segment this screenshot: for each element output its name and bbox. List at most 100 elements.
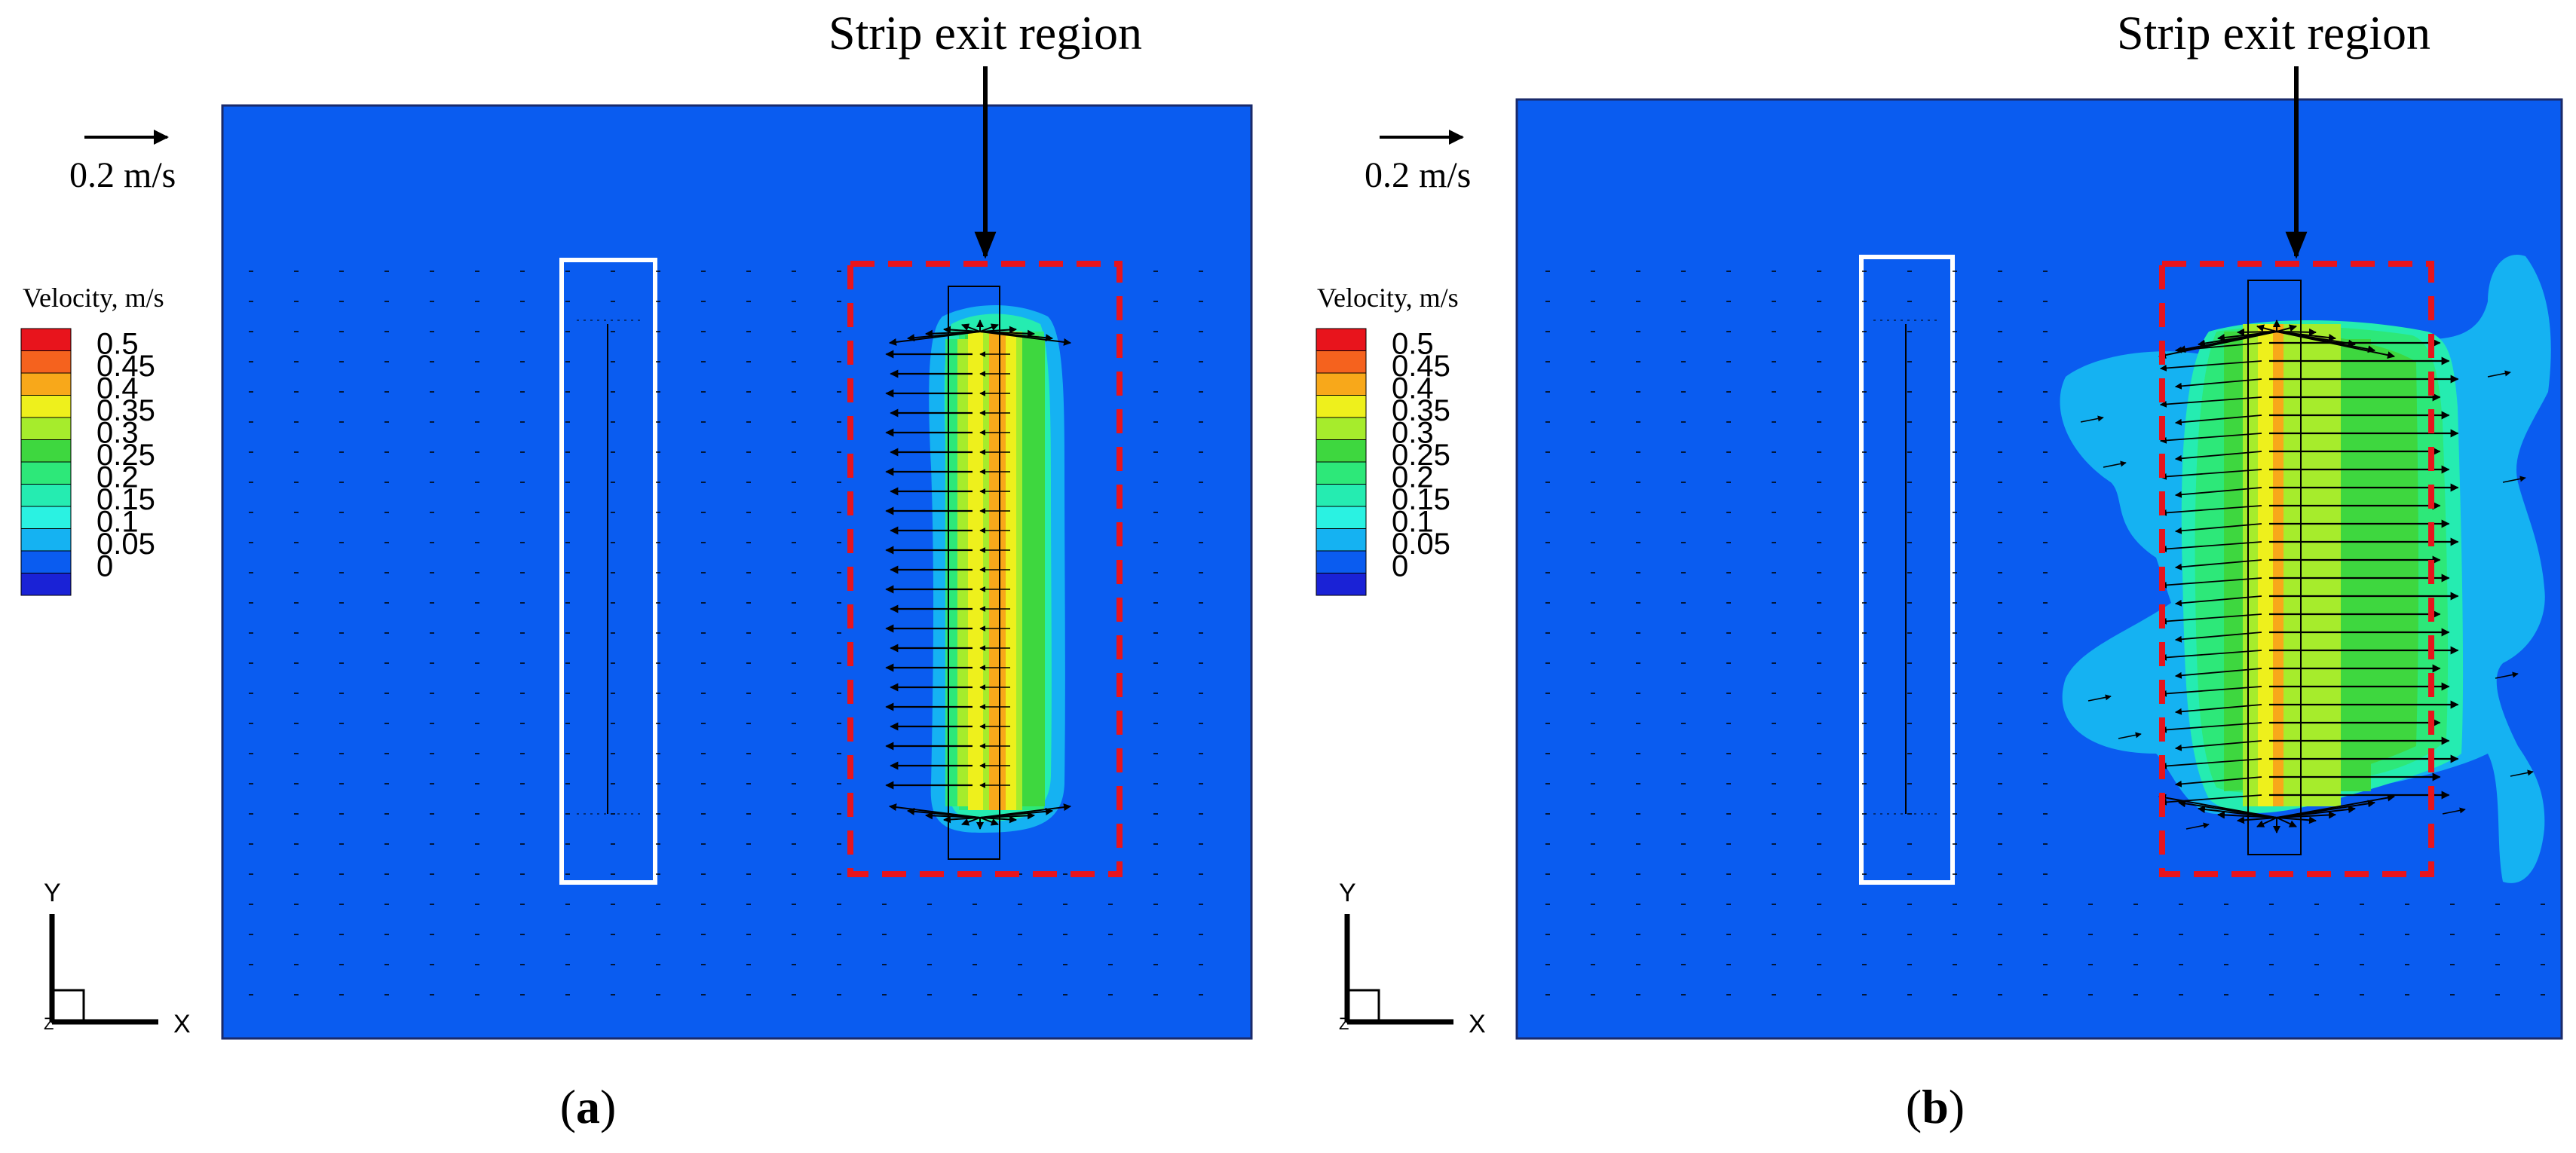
panel-a-legend-level-label: 0.35	[96, 394, 155, 427]
panel-b-legend-swatch	[1316, 484, 1367, 507]
panel-b-velocity-vector	[2174, 378, 2262, 390]
panel-a-legend-swatch	[20, 573, 72, 596]
panel-b-velocity-vector	[2174, 342, 2262, 353]
panel-b-legend-swatch	[1316, 528, 1367, 552]
panel-a-velocity-vector	[979, 323, 999, 332]
panel-b-legend-level-label: 0.35	[1392, 394, 1450, 427]
panel-b-legend-swatch	[1316, 461, 1367, 485]
panel-a-legend-swatch	[20, 550, 72, 573]
panel-a-strip-exit-box	[847, 261, 1123, 877]
panel-a-velocity-vector	[925, 329, 981, 338]
panel-b-velocity-vector	[2276, 817, 2297, 827]
panel-b-legend-level-label: 0	[1392, 550, 1408, 583]
panel-b-strip-exit-box	[2159, 261, 2434, 877]
panel-b-legend-level-label: 0.15	[1392, 483, 1450, 516]
panel-b-annotation-text: Strip exit region	[2117, 6, 2431, 60]
panel-b-velocity-vector	[2276, 794, 2395, 818]
panel-b-legend-swatch	[1316, 417, 1367, 440]
panel-a-domain-field	[221, 104, 1253, 1040]
panel-b-caption: (b)	[1906, 1080, 1965, 1133]
panel-a-legend-level-label: 0.5	[96, 328, 139, 361]
panel-a-velocity-vector	[925, 812, 981, 820]
panel-b-legend-level-label: 0.45	[1392, 350, 1450, 383]
panel-a-legend-swatch	[20, 395, 72, 418]
panel-b-velocity-vector	[2174, 595, 2262, 607]
panel-a-legend-swatch	[20, 506, 72, 529]
panel-b-velocity-vector	[2185, 822, 2210, 830]
panel-b-velocity-vector	[2159, 541, 2262, 552]
panel-b-strip-outline	[2247, 280, 2302, 855]
panel-b-legend-title: Velocity, m/s	[1317, 283, 1459, 313]
panel-b-velocity-vector	[2174, 776, 2262, 788]
panel-a-legend-swatch	[20, 328, 72, 351]
panel-b-velocity-vector	[2174, 487, 2262, 498]
panel-b-velocity-vector	[2276, 331, 2395, 359]
panel-a-legend-swatch	[20, 484, 72, 507]
panel-a-legend-level-label: 0.1	[96, 506, 139, 539]
panel-a-strip-outline	[948, 286, 1000, 860]
panel-b-velocity-vector	[2118, 732, 2142, 739]
panel-b-velocity-vector	[2159, 650, 2262, 661]
panel-a-velocity-vector	[979, 331, 1071, 346]
panel-b-legend-level-label: 0.4	[1392, 372, 1434, 405]
panel-b-legend-swatch	[1316, 439, 1367, 463]
panel-b-legend-level-label: 0.2	[1392, 461, 1434, 494]
panel-b-velocity-vector	[2442, 807, 2466, 815]
panel-b-velocity-vector	[2087, 694, 2112, 702]
panel-a-legend-level-label: 0.3	[96, 417, 139, 450]
panel-b-axis-triad: Y X Z	[1339, 879, 1486, 1038]
panel-a-legend-swatch	[20, 461, 72, 485]
panel-b-axis-z-label: Z	[1339, 1014, 1349, 1033]
panel-b-velocity-vector	[2159, 758, 2262, 769]
panel-a-axis-x-label: X	[173, 1010, 191, 1038]
panel-b-axis-y-label: Y	[1339, 879, 1356, 907]
panel-b-velocity-vector	[2276, 324, 2297, 332]
panel-a-axis-y-label: Y	[44, 879, 61, 907]
panel-b-reference-vector-label: 0.2 m/s	[1365, 155, 1471, 195]
panel-b-velocity-vector	[2159, 577, 2262, 589]
panel-a-reference-vector-label: 0.2 m/s	[69, 155, 176, 195]
panel-b-axis-x-label: X	[1469, 1010, 1486, 1038]
panel-b-legend-swatch	[1316, 506, 1367, 529]
panel-b-velocity-vector	[2159, 794, 2262, 806]
panel-b-velocity-vector	[2159, 360, 2262, 372]
panel-b-velocity-vector	[2237, 816, 2277, 824]
panel-b-velocity-vector	[2495, 671, 2519, 679]
panel-a-legend: Velocity, m/s 0.50.450.40.350.30.250.20.…	[20, 283, 164, 596]
panel-a-velocity-vector	[961, 323, 981, 332]
panel-a-velocity-vector	[961, 817, 981, 826]
panel-a-velocity-vector	[979, 817, 999, 826]
panel-b-velocity-vector	[2174, 704, 2262, 715]
panel-b-velocity-vector	[2487, 370, 2511, 378]
panel-a-inlet-nozzle	[559, 258, 657, 885]
panel-b-velocity-vector	[2217, 331, 2277, 341]
panel-a-annotation-text: Strip exit region	[829, 6, 1142, 60]
panel-a-legend-level-label: 0.05	[96, 528, 155, 561]
panel-b-velocity-vector	[2174, 523, 2262, 534]
panel-b-velocity-vector	[2159, 469, 2262, 480]
panel-b-legend-swatch	[1316, 372, 1367, 396]
panel-a-legend-swatch	[20, 372, 72, 396]
panel-b-velocity-vector	[2159, 722, 2262, 733]
panel-b-legend-swatch	[1316, 328, 1367, 351]
panel-b-velocity-vector	[2217, 811, 2277, 819]
panel-a-axis-z-label: Z	[44, 1014, 54, 1033]
panel-a-legend-colorbar: 0.50.450.40.350.30.250.20.150.10.050	[20, 328, 155, 596]
panel-b-velocity-vector	[2256, 817, 2277, 827]
panel-a-legend-title: Velocity, m/s	[23, 283, 164, 313]
panel-b: Strip exit region 0.2 m/s Velocity, m/s …	[1316, 6, 2563, 1133]
panel-b-velocity-vector	[2502, 476, 2526, 483]
panel-a-legend-level-label: 0.2	[96, 461, 139, 494]
panel-a-caption: (a)	[560, 1080, 617, 1133]
panel-b-velocity-vectors	[1545, 271, 2545, 995]
panel-a-legend-level-label: 0	[96, 550, 113, 583]
panel-b-legend-swatch	[1316, 395, 1367, 418]
panel-b-velocity-vector	[2174, 414, 2262, 426]
panel-b-velocity-vector	[2103, 460, 2127, 468]
panel-b-velocity-vector	[2159, 505, 2262, 516]
panel-a-legend-swatch	[20, 439, 72, 463]
panel-b-legend-level-label: 0.5	[1392, 328, 1434, 361]
panel-a-velocity-vectors	[249, 271, 1203, 995]
panel-b-velocity-vector	[2159, 686, 2262, 697]
panel-b-legend-swatch	[1316, 550, 1367, 573]
